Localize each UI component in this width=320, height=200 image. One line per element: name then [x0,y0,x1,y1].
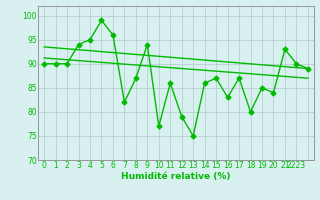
X-axis label: Humidité relative (%): Humidité relative (%) [121,172,231,181]
